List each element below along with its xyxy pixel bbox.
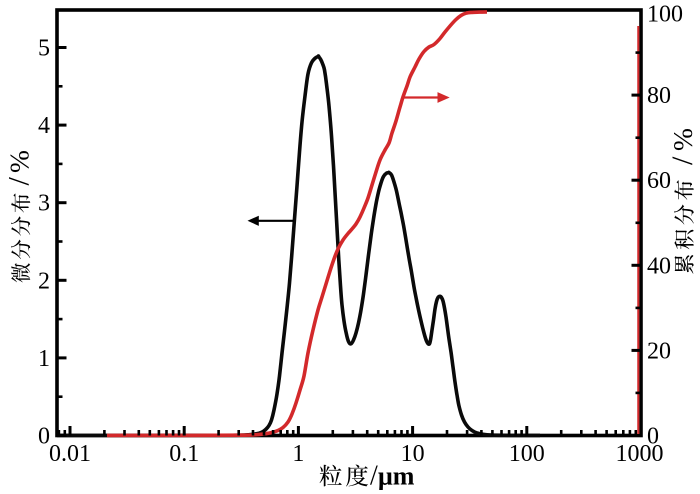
svg-text:μm: μm: [378, 462, 415, 491]
svg-text:1000: 1000: [616, 441, 664, 467]
svg-text:100: 100: [647, 2, 683, 28]
svg-text:100: 100: [509, 441, 545, 467]
svg-text:/: /: [3, 177, 36, 186]
svg-text:%: %: [667, 128, 698, 151]
svg-text:0: 0: [38, 424, 50, 450]
svg-text:3: 3: [38, 191, 50, 217]
svg-text:60: 60: [647, 168, 671, 194]
svg-text:20: 20: [647, 338, 671, 364]
svg-text:%: %: [4, 150, 35, 173]
svg-text:1: 1: [292, 441, 304, 467]
svg-text:5: 5: [38, 36, 50, 62]
svg-text:4: 4: [38, 113, 50, 139]
svg-text:2: 2: [38, 268, 50, 294]
svg-text:/: /: [370, 461, 378, 492]
svg-text:0.01: 0.01: [49, 441, 91, 467]
svg-text:/: /: [666, 156, 699, 165]
svg-text:0.1: 0.1: [169, 441, 199, 467]
svg-text:40: 40: [647, 253, 671, 279]
svg-text:0: 0: [647, 424, 659, 450]
svg-text:10: 10: [401, 441, 425, 467]
svg-text:80: 80: [647, 83, 671, 109]
svg-text:1: 1: [38, 346, 50, 372]
